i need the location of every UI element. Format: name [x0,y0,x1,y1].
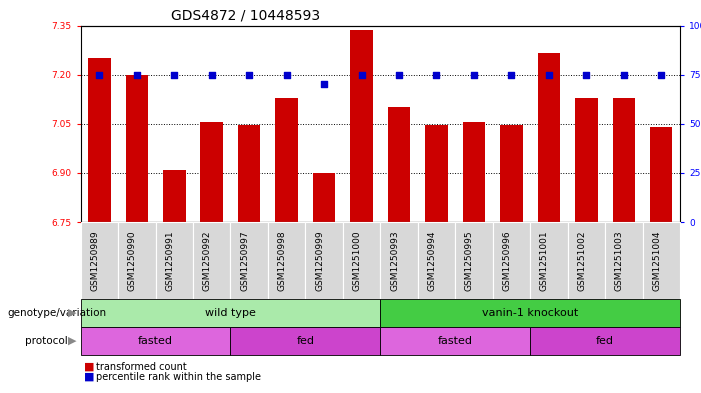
Point [318,81,329,88]
Point [468,72,479,78]
Bar [575,97,597,222]
Text: GDS4872 / 10448593: GDS4872 / 10448593 [170,9,320,23]
Bar [350,31,373,222]
Point [506,72,517,78]
Text: fasted: fasted [138,336,173,346]
Text: ▶: ▶ [68,308,76,318]
Text: fasted: fasted [437,336,472,346]
Point [543,72,554,78]
Bar [313,173,335,222]
Text: ■: ■ [84,362,95,372]
Point [169,72,180,78]
Point [655,72,667,78]
Text: GSM1250993: GSM1250993 [390,230,399,291]
Point [206,72,217,78]
Text: transformed count: transformed count [96,362,186,372]
Point [356,72,367,78]
Text: GSM1250996: GSM1250996 [503,230,512,291]
Bar [88,58,111,222]
Point [94,72,105,78]
Text: GSM1250992: GSM1250992 [203,230,212,290]
Bar [238,125,261,222]
Bar [650,127,672,222]
Text: vanin-1 knockout: vanin-1 knockout [482,308,578,318]
Text: GSM1250995: GSM1250995 [465,230,474,291]
Text: GSM1250990: GSM1250990 [128,230,137,291]
Text: GSM1251004: GSM1251004 [652,230,661,290]
Text: GSM1251002: GSM1251002 [578,230,586,290]
Bar [388,107,410,222]
Text: fed: fed [596,336,614,346]
Text: wild type: wild type [205,308,256,318]
Text: GSM1250998: GSM1250998 [278,230,287,291]
Bar [538,53,560,222]
Text: percentile rank within the sample: percentile rank within the sample [96,372,261,382]
Point [431,72,442,78]
Point [281,72,292,78]
Text: ▶: ▶ [68,336,76,346]
Text: protocol: protocol [25,336,67,346]
Text: GSM1251001: GSM1251001 [540,230,549,291]
Text: genotype/variation: genotype/variation [7,308,106,318]
Text: GSM1250991: GSM1250991 [165,230,175,291]
Point [393,72,404,78]
Point [580,72,592,78]
Bar [200,122,223,222]
Bar [163,170,186,222]
Bar [613,97,635,222]
Bar [125,75,148,222]
Bar [275,97,298,222]
Text: GSM1250997: GSM1250997 [240,230,249,291]
Point [618,72,629,78]
Text: GSM1250999: GSM1250999 [315,230,324,291]
Text: GSM1251000: GSM1251000 [353,230,362,291]
Bar [501,125,523,222]
Text: GSM1250989: GSM1250989 [90,230,100,291]
Text: GSM1250994: GSM1250994 [428,230,437,290]
Bar [426,125,448,222]
Point [243,72,254,78]
Text: GSM1251003: GSM1251003 [615,230,624,291]
Bar [463,122,485,222]
Point [131,72,142,78]
Text: ■: ■ [84,372,95,382]
Text: fed: fed [297,336,314,346]
